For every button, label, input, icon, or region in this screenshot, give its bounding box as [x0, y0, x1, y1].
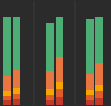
Bar: [46, 100, 54, 105]
Bar: [56, 89, 63, 97]
Bar: [13, 99, 20, 105]
Bar: [3, 91, 11, 96]
Bar: [3, 96, 11, 100]
Bar: [3, 76, 11, 91]
Bar: [86, 74, 94, 90]
Bar: [95, 63, 103, 85]
Bar: [86, 95, 94, 100]
Bar: [56, 17, 63, 57]
Bar: [56, 57, 63, 82]
Bar: [13, 17, 20, 70]
Bar: [86, 100, 94, 105]
Bar: [86, 90, 94, 95]
Bar: [86, 19, 94, 74]
Bar: [13, 70, 20, 88]
Bar: [13, 88, 20, 93]
Bar: [95, 91, 103, 98]
Bar: [3, 100, 11, 105]
Bar: [46, 95, 54, 100]
Bar: [56, 82, 63, 89]
Bar: [95, 98, 103, 105]
Bar: [56, 97, 63, 105]
Bar: [46, 23, 54, 71]
Bar: [3, 17, 11, 76]
Bar: [46, 89, 54, 95]
Bar: [46, 71, 54, 89]
Bar: [13, 93, 20, 99]
Bar: [95, 85, 103, 91]
Bar: [95, 17, 103, 63]
